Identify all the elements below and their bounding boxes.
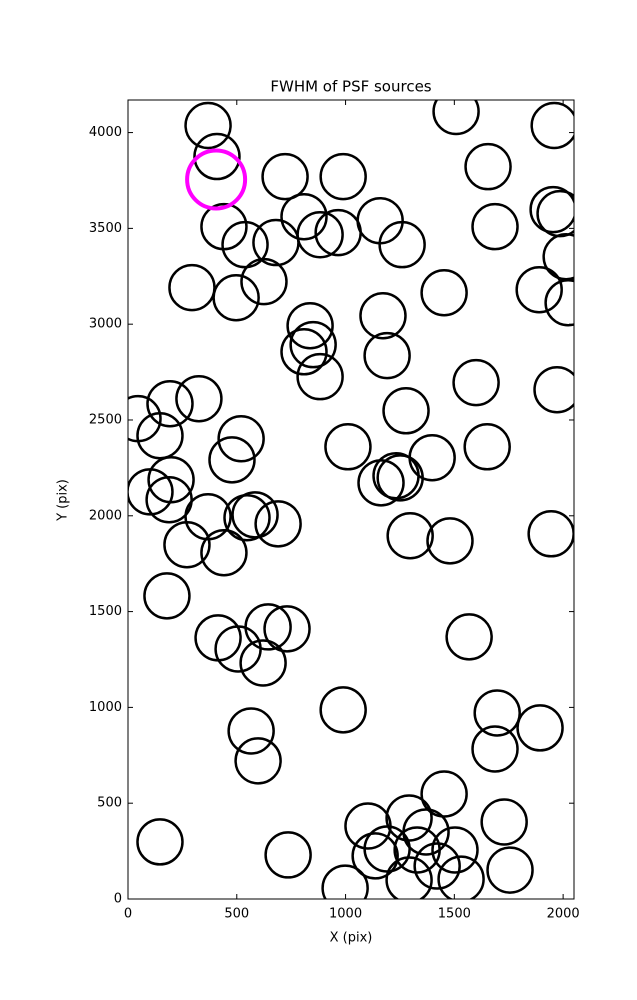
source-marker [445,613,493,661]
y-tick-label: 500 [97,796,122,811]
source-marker [280,328,328,376]
source-marker [515,265,563,314]
source-marker [264,831,312,879]
source-marker [529,185,574,234]
source-marker [239,639,287,687]
source-marker [263,605,311,653]
source-marker [471,725,519,773]
source-marker [437,855,485,899]
source-marker [168,263,216,312]
source-marker [464,142,512,191]
x-tick-label: 2000 [547,907,580,922]
y-tick-label: 3500 [89,221,122,236]
source-marker [542,232,574,281]
source-marker [200,202,248,251]
source-marker [208,436,256,484]
x-axis-label: X (pix) [330,931,373,946]
source-marker [536,189,574,238]
x-tick-label: 1000 [329,907,362,922]
source-marker [420,770,468,818]
source-marker [351,832,399,880]
source-marker [223,493,271,542]
y-tick-label: 1000 [89,700,122,715]
source-marker [217,415,265,463]
source-marker [486,846,534,894]
source-marker [185,148,248,211]
source-marker [324,423,372,471]
source-marker [212,273,260,322]
source-marker [463,423,511,471]
source-marker [471,202,519,251]
source-marker [544,278,574,327]
source-marker [214,625,262,673]
y-tick-label: 0 [114,892,122,907]
x-tick-label: 1500 [438,907,471,922]
source-marker [143,572,191,620]
source-marker [286,301,334,350]
source-marker [261,152,309,201]
source-marker [227,707,275,755]
source-marker [413,842,461,890]
source-marker [175,374,223,423]
source-marker [516,704,564,752]
x-tick-label: 0 [124,907,132,922]
source-marker [296,210,344,259]
source-marker [533,365,574,414]
source-marker [473,689,521,737]
source-marker [452,358,500,407]
source-marker [280,192,328,241]
source-marker [296,352,344,401]
source-marker [193,132,241,181]
source-marker [231,491,279,539]
y-tick-label: 3000 [89,317,122,332]
source-marker [234,737,282,785]
y-tick-label: 2000 [89,508,122,523]
source-marker [386,511,434,560]
source-marker [163,520,211,569]
source-marker [289,320,337,369]
source-marker [527,510,574,558]
y-tick-label: 2500 [89,412,122,427]
source-marker [146,379,194,428]
source-marker [426,517,474,565]
source-marker [480,798,528,846]
source-marker [200,529,248,577]
source-marker [240,257,288,306]
x-tick-label: 500 [224,907,249,922]
source-marker [136,818,184,866]
source-marker [136,411,184,460]
source-marker [184,101,232,150]
source-marker [530,101,574,150]
source-marker [432,100,480,136]
source-marker [431,826,479,874]
source-marker [359,291,407,340]
source-marker [385,856,433,899]
y-tick-label: 1500 [89,604,122,619]
source-marker [128,468,174,516]
source-marker [393,826,441,874]
source-marker [378,220,426,269]
y-axis-label: Y (pix) [56,479,71,522]
source-marker [221,220,269,269]
source-marker [254,500,302,548]
source-marker [376,454,424,502]
source-marker [408,433,456,482]
source-marker [363,331,411,380]
source-marker [321,864,369,899]
source-marker [319,686,367,734]
source-marker [372,451,420,500]
source-marker [319,152,367,201]
chart-title: FWHM of PSF sources [270,78,431,96]
y-tick-label: 4000 [89,125,122,140]
source-marker [420,269,468,317]
source-marker [382,387,430,435]
